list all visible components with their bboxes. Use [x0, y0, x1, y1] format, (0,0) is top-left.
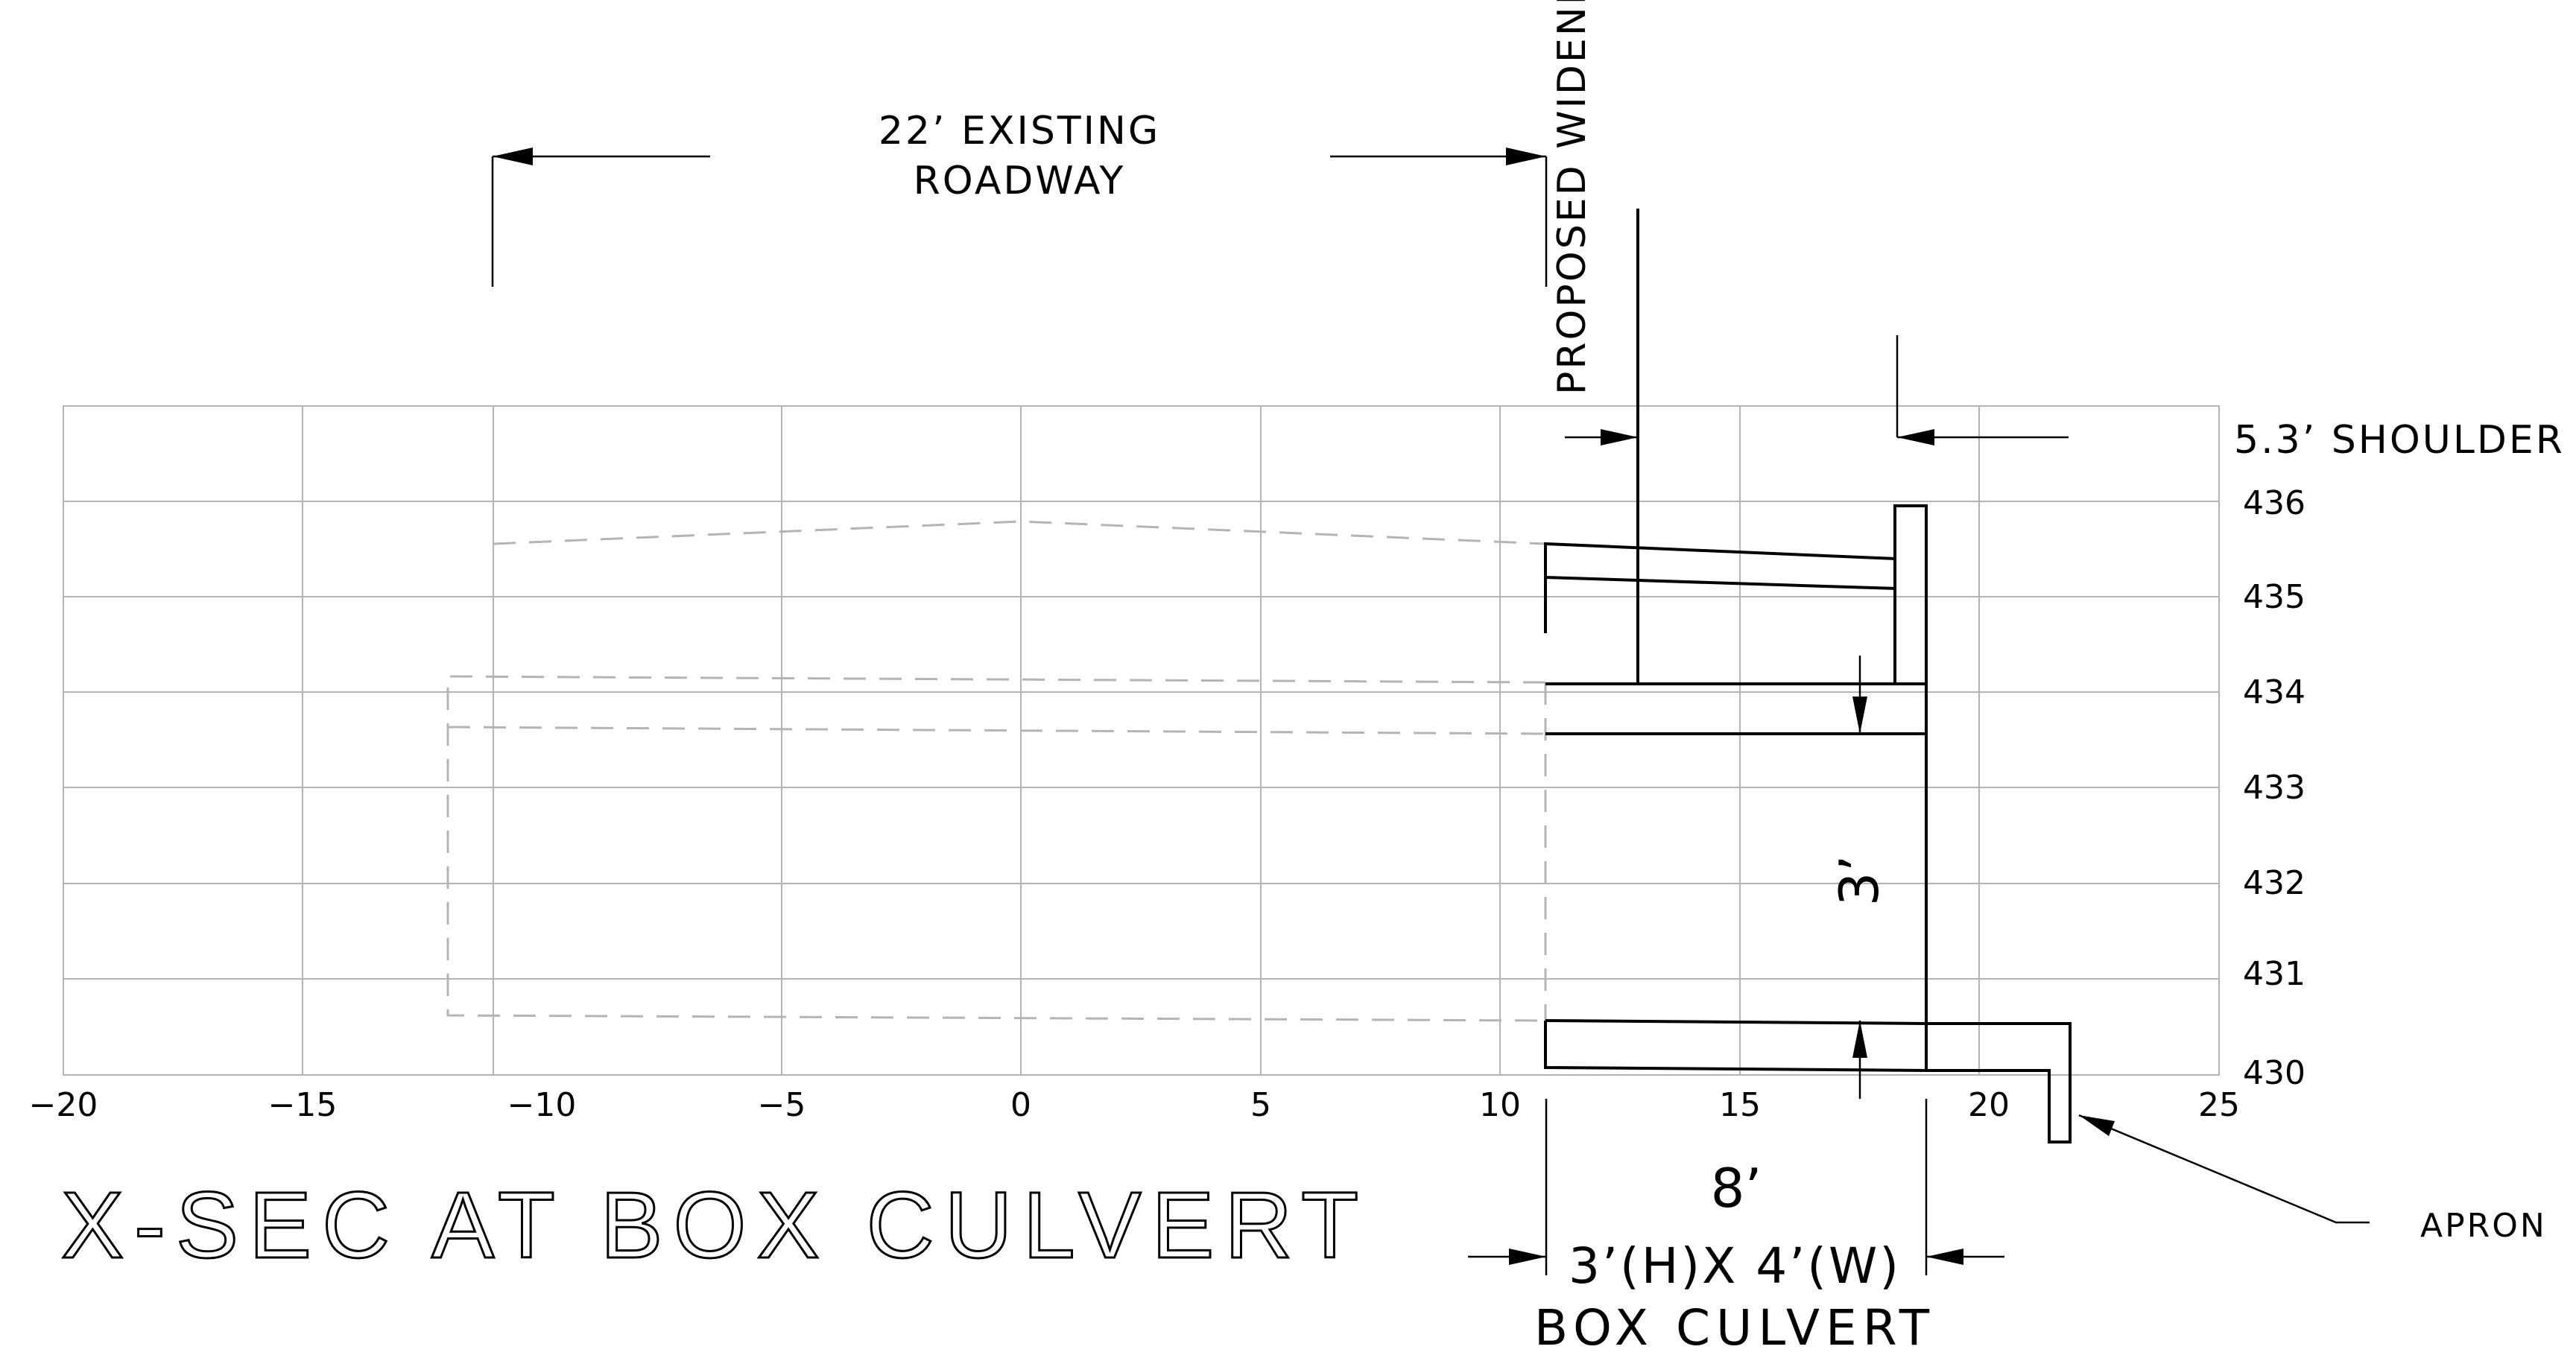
- headwall: [1893, 504, 1928, 685]
- x-axis-labels: −20 −15 −10 −5 0 5 10 15 20 25: [29, 1086, 2240, 1124]
- y-tick-label: 435: [2243, 578, 2306, 616]
- y-tick-label: 434: [2243, 673, 2306, 711]
- widening-pavement: [1544, 542, 1896, 685]
- culvert-height-label: 3’: [1828, 855, 1890, 907]
- widening-label: PROPOSED WIDENING: [1550, 0, 1595, 395]
- x-tick-label: 10: [1479, 1086, 1521, 1124]
- arrowhead: [1601, 429, 1638, 445]
- arrowhead: [493, 147, 533, 165]
- roadway-label-line-1: 22’ EXISTING: [879, 109, 1160, 153]
- pavement-layer: [1545, 576, 1896, 590]
- existing-features: [446, 520, 1547, 1022]
- y-tick-label: 432: [2243, 864, 2306, 902]
- existing-culvert-outline: [446, 675, 1546, 1022]
- arrowhead: [1509, 1249, 1546, 1265]
- existing-culvert-ceiling: [447, 726, 1546, 735]
- grid-frame: [63, 405, 2220, 1076]
- shoulder-label: 5.3’ SHOULDER: [2234, 418, 2565, 463]
- grid: [63, 405, 2220, 1076]
- x-tick-label: −5: [758, 1086, 806, 1124]
- proposed-widening: [1544, 209, 2072, 1143]
- apron: [1926, 1022, 2072, 1143]
- apron-leader: [2078, 1114, 2370, 1224]
- arrowhead: [1852, 1021, 1867, 1058]
- x-tick-label: −15: [268, 1086, 338, 1124]
- culvert-bottom-slab: [1544, 1021, 1927, 1072]
- y-axis-labels: 430 431 432 433 434 435 436: [2243, 484, 2306, 1092]
- culvert-floor: [1545, 1019, 1927, 1025]
- drawing-title: X-SEC AT BOX CULVERT: [61, 1173, 1369, 1278]
- x-tick-label: −10: [507, 1086, 577, 1124]
- culvert-type-label: BOX CULVERT: [1534, 1299, 1935, 1357]
- arrowhead: [1506, 147, 1546, 165]
- x-tick-label: 25: [2198, 1086, 2240, 1124]
- arrowhead: [1852, 697, 1867, 734]
- arrowhead: [1897, 429, 1934, 445]
- y-tick-label: 436: [2243, 484, 2306, 522]
- y-tick-label: 431: [2243, 955, 2306, 993]
- existing-roadway-crown: [493, 520, 1546, 545]
- y-tick-label: 433: [2243, 769, 2306, 807]
- x-tick-label: 20: [1968, 1086, 2010, 1124]
- arrowhead: [2079, 1115, 2115, 1136]
- culvert-size-label: 3’(H)X 4’(W): [1569, 1237, 1901, 1295]
- dimensions: [491, 147, 2370, 1275]
- arrowhead: [1926, 1249, 1963, 1265]
- culvert-width-label: 8’: [1711, 1157, 1762, 1219]
- x-tick-label: 15: [1719, 1086, 1761, 1124]
- x-tick-label: −20: [29, 1086, 98, 1124]
- y-tick-label: 430: [2243, 1054, 2306, 1092]
- x-tick-label: 5: [1250, 1086, 1271, 1124]
- x-tick-label: 0: [1010, 1086, 1031, 1124]
- roadway-label-line-2: ROADWAY: [914, 159, 1126, 203]
- apron-label: APRON: [2420, 1207, 2547, 1245]
